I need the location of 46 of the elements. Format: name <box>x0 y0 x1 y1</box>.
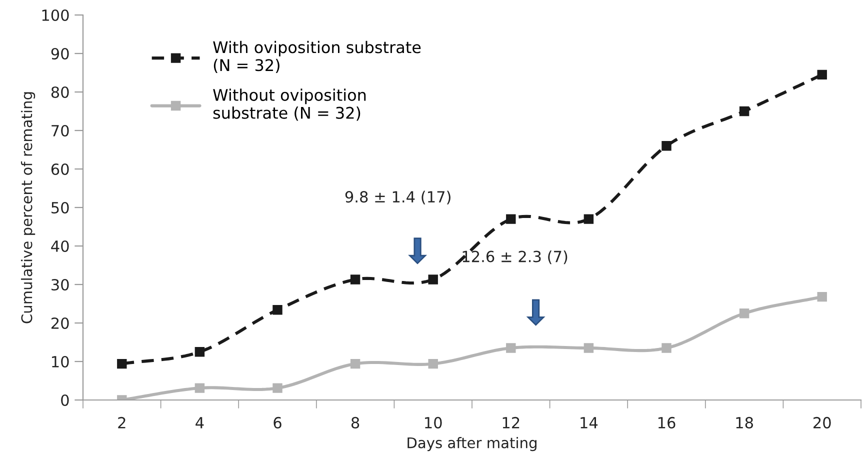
y-tick-label: 90 <box>51 48 69 60</box>
x-tick-label: 14 <box>580 417 598 428</box>
point <box>194 347 205 357</box>
point <box>739 106 750 116</box>
legend-label: With oviposition substrate (N = 32) <box>213 40 421 74</box>
x-tick-label: 12 <box>502 416 520 428</box>
point <box>194 383 205 393</box>
annotation: 9.8 ± 1.4 (17) <box>345 190 450 204</box>
annotation: 12.6 ± 2.3 (7) <box>462 250 568 264</box>
y-tick-label: 70 <box>52 124 69 137</box>
x-tick-label: 6 <box>274 416 282 428</box>
point <box>817 292 827 302</box>
point <box>739 308 750 318</box>
x-axis-title: Days after mating <box>408 437 536 452</box>
point <box>350 358 360 369</box>
x-tick-label: 18 <box>736 416 753 428</box>
y-tick-label: 40 <box>51 240 69 252</box>
y-tick-label: 0 <box>61 394 69 406</box>
y-tick-label: 60 <box>51 163 69 176</box>
legend-label: Without oviposition substrate (N = 32) <box>213 88 366 121</box>
y-axis-title: Cumulative percent of remating <box>20 92 36 324</box>
y-tick-label: 50 <box>52 202 69 214</box>
x-tick-label: 10 <box>425 416 442 428</box>
point <box>350 274 360 284</box>
point <box>272 383 282 393</box>
x-tick-label: 2 <box>118 416 126 428</box>
y-tick-label: 80 <box>51 86 69 98</box>
point <box>272 305 282 315</box>
x-tick-label: 4 <box>196 417 204 428</box>
point <box>428 358 438 369</box>
y-tick-label: 10 <box>52 356 69 368</box>
y-tick-label: 20 <box>51 317 69 330</box>
point <box>428 274 438 284</box>
x-tick-label: 16 <box>658 416 676 428</box>
point <box>584 214 594 224</box>
point <box>662 343 672 353</box>
point <box>117 358 127 369</box>
point <box>662 141 672 151</box>
y-tick-label: 100 <box>42 9 69 22</box>
point <box>506 214 516 224</box>
y-tick-label: 30 <box>52 278 69 291</box>
point <box>506 343 516 353</box>
point <box>584 343 594 353</box>
point <box>817 70 827 80</box>
x-tick-label: 20 <box>814 416 831 428</box>
x-tick-label: 8 <box>351 416 360 428</box>
